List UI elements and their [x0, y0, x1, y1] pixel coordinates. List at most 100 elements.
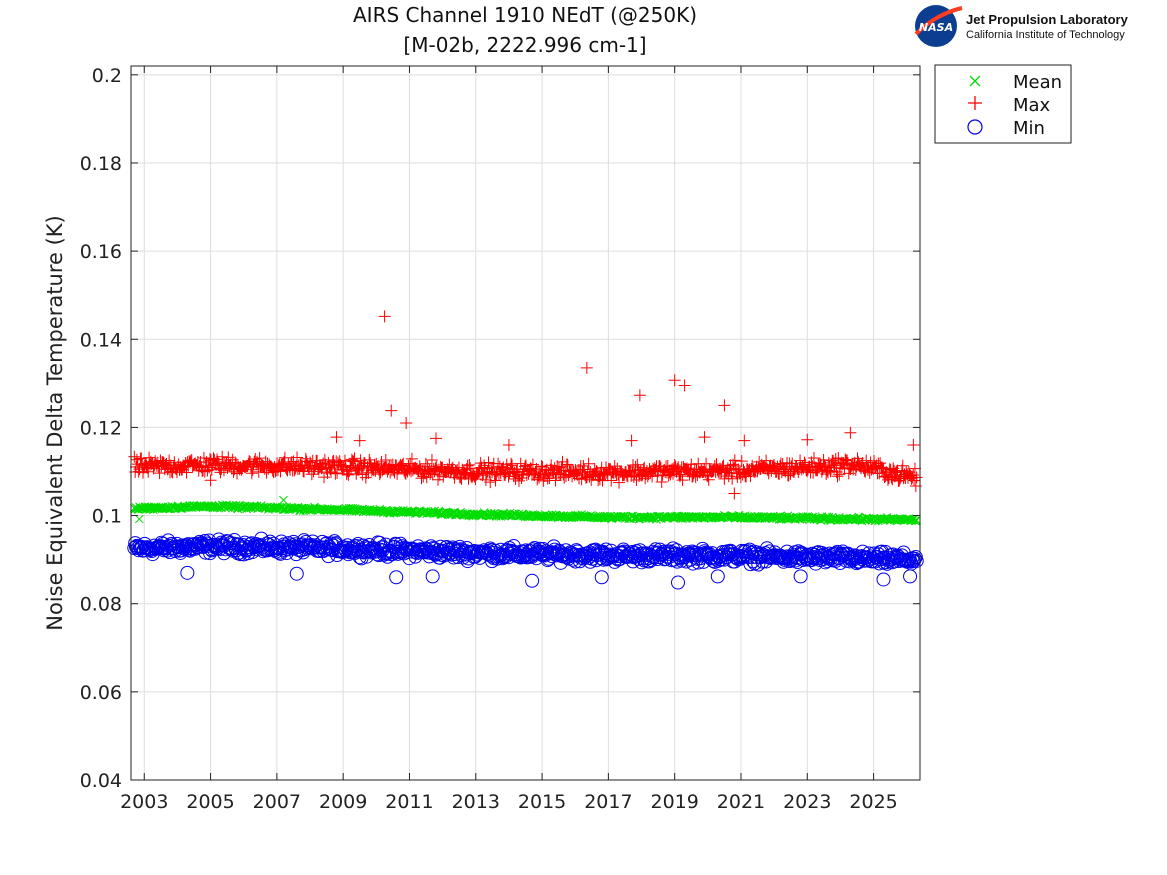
legend-item-mean: Mean — [969, 72, 1062, 93]
data-point-max — [415, 472, 428, 485]
data-point-max — [728, 487, 741, 500]
data-point-max — [828, 459, 841, 472]
data-point-max — [631, 458, 644, 471]
data-point-max — [886, 473, 899, 486]
y-tick-label: 0.18 — [80, 153, 122, 175]
data-point-max — [210, 453, 223, 466]
legend-marker-min — [967, 119, 983, 135]
data-point-max — [378, 310, 391, 323]
data-point-max — [244, 460, 257, 473]
data-point-max — [214, 466, 227, 479]
data-point-max — [217, 464, 230, 477]
data-point-max — [552, 467, 565, 480]
data-point-min — [710, 569, 725, 584]
data-point-max — [801, 433, 814, 446]
data-point-max — [188, 458, 201, 471]
data-point-max — [345, 453, 358, 466]
data-point-max — [204, 474, 217, 487]
data-point-max — [149, 455, 162, 468]
data-point-max — [347, 455, 360, 468]
data-point-mean — [472, 509, 482, 519]
y-tick-label: 0.04 — [80, 770, 122, 792]
y-tick-label: 0.14 — [80, 329, 122, 351]
data-point-max — [492, 467, 505, 480]
data-point-max — [907, 468, 920, 481]
data-point-max — [702, 473, 715, 486]
data-point-max — [353, 434, 366, 447]
data-point-min — [909, 553, 924, 568]
data-point-max — [429, 432, 442, 445]
data-point-mean — [279, 495, 288, 505]
data-point-max — [359, 471, 372, 484]
data-point-max — [252, 465, 265, 478]
data-point-max — [910, 471, 923, 484]
data-point-max — [203, 461, 216, 474]
data-point-max — [678, 379, 691, 392]
data-point-mean — [811, 513, 821, 523]
data-point-max — [767, 458, 780, 471]
series-max — [128, 310, 923, 500]
y-tick-label: 0.12 — [80, 417, 122, 439]
data-point-mean — [774, 515, 784, 524]
data-point-max — [420, 471, 433, 484]
data-point-min — [525, 573, 540, 588]
data-point-max — [163, 454, 176, 467]
data-point-max — [561, 458, 574, 471]
data-point-min — [679, 545, 694, 560]
data-point-max — [541, 472, 554, 485]
data-point-max — [668, 374, 681, 387]
data-point-min — [358, 540, 373, 555]
data-point-min — [594, 570, 609, 585]
data-point-max — [613, 476, 626, 489]
x-tick-label: 2015 — [518, 791, 566, 813]
data-point-max — [882, 472, 895, 485]
data-point-mean — [134, 514, 144, 524]
data-point-max — [817, 454, 830, 467]
data-point-max — [669, 460, 682, 473]
data-point-max — [908, 474, 921, 487]
data-point-max — [134, 452, 147, 465]
data-point-max — [419, 457, 432, 470]
data-point-max — [291, 451, 304, 464]
data-point-max — [722, 470, 735, 483]
data-point-max — [379, 454, 392, 467]
data-point-max — [346, 455, 359, 468]
data-point-min — [227, 533, 242, 548]
data-point-max — [329, 467, 342, 480]
data-point-max — [738, 434, 751, 447]
data-point-max — [318, 453, 331, 466]
data-point-max — [405, 452, 418, 465]
data-point-max — [330, 431, 343, 444]
data-point-max — [638, 461, 651, 474]
data-point-max — [522, 467, 535, 480]
data-point-max — [196, 465, 209, 478]
data-point-max — [489, 474, 502, 487]
y-tick-label: 0.16 — [80, 241, 122, 263]
data-point-max — [253, 452, 266, 465]
x-tick-label: 2017 — [584, 791, 632, 813]
data-point-max — [471, 468, 484, 481]
data-point-min — [793, 569, 808, 584]
data-point-max — [907, 439, 920, 452]
data-point-max — [580, 361, 593, 374]
data-point-max — [588, 462, 601, 475]
data-point-max — [718, 399, 731, 412]
data-point-max — [908, 462, 921, 475]
x-tick-label: 2007 — [253, 791, 301, 813]
data-point-min — [903, 569, 918, 584]
data-point-max — [128, 450, 141, 463]
data-point-max — [735, 455, 748, 468]
data-point-max — [493, 460, 506, 473]
data-point-max — [608, 460, 621, 473]
data-point-max — [502, 439, 515, 452]
data-point-max — [157, 456, 170, 469]
data-point-max — [348, 452, 361, 465]
data-point-mean — [189, 501, 199, 510]
legend-label-max: Max — [1013, 95, 1051, 116]
y-tick-label: 0.1 — [92, 506, 122, 528]
data-point-max — [698, 431, 711, 444]
data-point-max — [385, 404, 398, 417]
legend-item-max: Max — [968, 95, 1051, 116]
data-point-max — [180, 466, 193, 479]
